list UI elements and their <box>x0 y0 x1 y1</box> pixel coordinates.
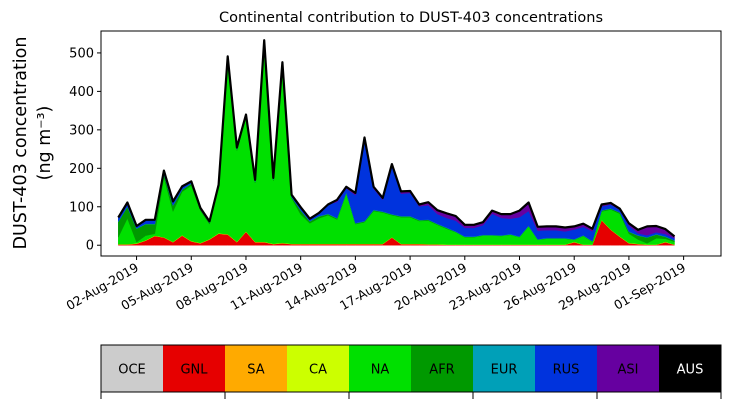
legend-label: GNL <box>180 363 208 378</box>
legend-swatch-ca <box>287 345 350 392</box>
y-tick-label: 500 <box>69 46 94 61</box>
legend-swatch-asi <box>597 345 660 392</box>
y-tick-label: 100 <box>69 200 94 215</box>
y-axis-label: DUST-403 concentration <box>11 37 31 250</box>
legend-label: OCE <box>118 363 146 378</box>
legend-swatch-eur <box>473 345 536 392</box>
y-axis-unit-label: (ng m⁻³) <box>35 106 55 181</box>
total-line <box>117 39 676 238</box>
legend-swatch-sa <box>225 345 288 392</box>
legend-swatch-rus <box>535 345 598 392</box>
legend-label: SA <box>247 363 264 378</box>
legend-label: AUS <box>677 363 704 378</box>
chart-title: Continental contribution to DUST-403 con… <box>219 10 603 26</box>
legend-label: NA <box>371 363 390 378</box>
y-tick-label: 300 <box>69 123 94 138</box>
legend-swatch-afr <box>411 345 474 392</box>
y-axis: 0 100 200 300 400 500 <box>69 46 101 254</box>
legend-swatch-gnl <box>163 345 226 392</box>
plot-frame <box>100 30 722 257</box>
y-tick-label: 0 <box>86 239 94 254</box>
legend-label: ASI <box>618 363 639 378</box>
colorbar-legend: OCE GNL SA CA NA AFR EUR RUS ASI AUS <box>100 344 722 399</box>
colorbar-frame <box>100 344 722 393</box>
legend-swatch-oce <box>101 345 164 392</box>
legend-label: CA <box>309 363 327 378</box>
y-tick-label: 200 <box>69 162 94 177</box>
legend-label: RUS <box>553 363 580 378</box>
y-tick-label: 400 <box>69 85 94 100</box>
x-axis: 02-Aug-201905-Aug-201908-Aug-201911-Aug-… <box>64 256 688 313</box>
legend-swatch-aus <box>659 345 722 392</box>
legend-swatch-na <box>349 345 412 392</box>
legend-label: EUR <box>491 363 518 378</box>
legend-label: AFR <box>429 363 454 378</box>
stacked-areas <box>117 39 676 246</box>
